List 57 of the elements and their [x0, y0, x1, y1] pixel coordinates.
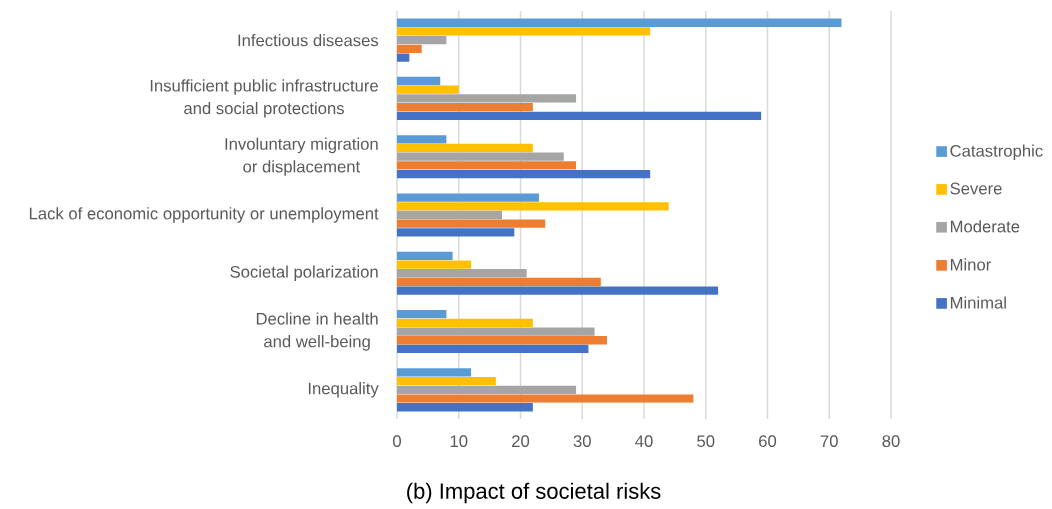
y-tick-label: Lack of economic opportunity or unemployment	[29, 207, 379, 223]
y-tick-label: Insufficient public infrastructure and social protections	[150, 79, 378, 118]
bar	[397, 344, 589, 354]
x-tick-label: 40	[635, 435, 653, 448]
bar	[397, 251, 453, 261]
bar	[397, 44, 422, 53]
x-tick-label: 30	[573, 435, 591, 448]
bar	[397, 219, 546, 228]
bar	[397, 169, 651, 179]
bar	[397, 102, 533, 112]
bar	[397, 76, 441, 86]
x-tick-label: 60	[759, 435, 777, 448]
legend-label: Minor	[950, 258, 991, 271]
bar	[397, 161, 577, 170]
y-tick-label: Decline in health and well-being	[256, 312, 378, 351]
y-tick-label: Involuntary migration or displacement	[225, 137, 378, 176]
bar	[397, 85, 459, 94]
text: (b) Impact of societal risks	[407, 482, 661, 504]
bar	[397, 135, 447, 144]
bar	[397, 143, 533, 153]
bar	[397, 277, 601, 287]
y-tick-label: Inequality	[308, 382, 379, 398]
y-tick-label: Societal polarization	[230, 265, 378, 282]
bar	[397, 318, 533, 328]
bar	[397, 310, 447, 319]
bar	[397, 193, 540, 202]
legend-label: Severe	[950, 182, 1002, 195]
x-tick-label: 10	[450, 435, 468, 448]
bar	[397, 53, 410, 62]
bar	[397, 18, 842, 27]
legend-label: Minimal	[950, 296, 1006, 309]
bar	[397, 152, 564, 161]
bar	[397, 336, 607, 345]
bar	[397, 368, 472, 377]
bar	[397, 202, 669, 211]
x-tick-label: 80	[882, 435, 900, 448]
x-tick-label: 70	[820, 435, 838, 448]
legend-label: Catastrophic	[950, 144, 1043, 161]
bar	[397, 327, 595, 336]
bar	[397, 385, 577, 394]
x-tick-label: 50	[697, 435, 715, 448]
y-tick-label: Infectious diseases	[238, 34, 379, 47]
bar	[397, 376, 496, 386]
bar	[397, 394, 694, 403]
legend-label: Moderate	[950, 220, 1020, 233]
bar	[397, 228, 515, 237]
bar	[397, 269, 527, 278]
bar	[397, 35, 447, 45]
bar	[397, 94, 577, 103]
bar	[397, 111, 762, 120]
x-tick-label: 0	[393, 435, 401, 448]
bar	[397, 403, 533, 412]
bar	[397, 210, 502, 220]
bar	[397, 27, 651, 36]
x-tick-label: 20	[512, 435, 530, 448]
bar	[397, 260, 472, 269]
bar	[397, 286, 719, 295]
